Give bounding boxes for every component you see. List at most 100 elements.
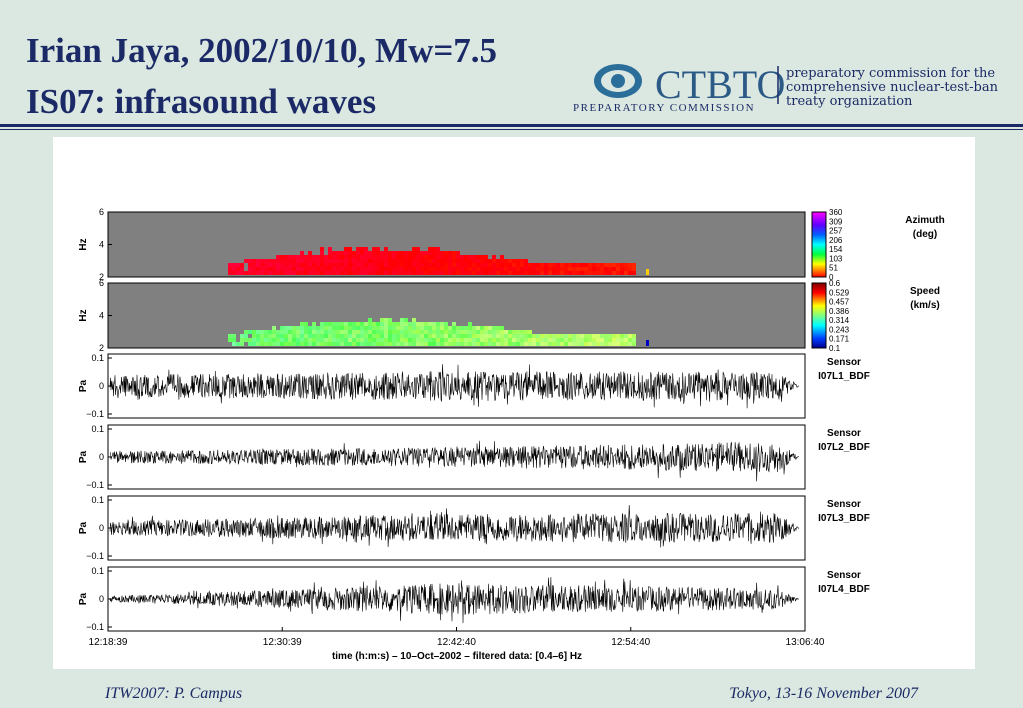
spectrogram-cell <box>336 342 340 346</box>
spectrogram-cell <box>448 263 452 267</box>
spectrogram-cell <box>492 267 496 271</box>
spectrogram-cell <box>476 338 480 342</box>
spectrogram-cell <box>596 338 600 342</box>
spectrogram-cell <box>512 338 516 342</box>
spectrogram-cell <box>412 330 416 334</box>
spectrogram-cell <box>400 338 404 342</box>
spectrogram-cell <box>352 267 356 271</box>
spectrogram-cell <box>508 338 512 342</box>
spectrogram-cell <box>444 326 448 330</box>
spectrogram-cell <box>532 267 536 271</box>
spectrogram-cell <box>348 247 352 251</box>
spectrogram-cell <box>376 247 380 251</box>
spectrogram-cell <box>316 259 320 263</box>
spectrogram-cell <box>596 271 600 275</box>
spectrogram-cell <box>646 269 649 275</box>
spectrogram-cell <box>484 271 488 275</box>
spectrogram-cell <box>272 330 276 334</box>
spectrogram-cell <box>456 330 460 334</box>
spectrogram-cell <box>388 342 392 346</box>
spectrogram-cell <box>344 247 348 251</box>
spectrogram-cell <box>300 255 304 259</box>
spectrogram-cell <box>336 251 340 255</box>
spectrogram-cell <box>428 267 432 271</box>
spectrogram-cell <box>276 259 280 263</box>
spectrogram-cell <box>260 263 264 267</box>
colorbar-title: (deg) <box>913 229 937 240</box>
spectrogram-cell <box>484 342 488 346</box>
spectrogram-cell <box>296 267 300 271</box>
spectrogram-cell <box>480 255 484 259</box>
spectrogram-cell <box>608 338 612 342</box>
spectrogram-cell <box>396 255 400 259</box>
spectrogram-cell <box>348 330 352 334</box>
spectrogram-cell <box>524 338 528 342</box>
spectrogram-cell <box>608 267 612 271</box>
spectrogram-cell <box>588 267 592 271</box>
spectrogram-cell <box>600 334 604 338</box>
spectrogram-cell <box>300 267 304 271</box>
spectrogram-cell <box>336 271 340 275</box>
spectrogram-cell <box>292 259 296 263</box>
spectrogram-cell <box>564 334 568 338</box>
spectrogram-cell <box>360 247 364 251</box>
spectrogram-cell <box>268 338 272 342</box>
spectrogram-cell <box>508 271 512 275</box>
spectrogram-cell <box>256 342 260 346</box>
spectrogram-cell <box>452 267 456 271</box>
spectrogram-cell <box>384 271 388 275</box>
spectrogram-cell <box>456 271 460 275</box>
spectrogram-cell <box>296 338 300 342</box>
spectrogram-cell <box>288 255 292 259</box>
spectrogram-cell <box>516 267 520 271</box>
spectrogram-cell <box>292 326 296 330</box>
x-tick-label: 13:06:40 <box>786 637 825 648</box>
spectrogram-cell <box>632 271 636 275</box>
spectrogram-cell <box>380 259 384 263</box>
spectrogram-cell <box>364 330 368 334</box>
spectrogram-cell <box>236 263 240 267</box>
spectrogram-cell <box>288 326 292 330</box>
spectrogram-cell <box>316 330 320 334</box>
spectrogram-cell <box>384 322 388 326</box>
spectrogram-cell <box>620 271 624 275</box>
spectrogram-cell <box>460 271 464 275</box>
spectrogram-cell <box>536 267 540 271</box>
spectrogram-cell <box>404 318 408 322</box>
spectrogram-cell <box>328 267 332 271</box>
spectrogram-cell <box>464 271 468 275</box>
spectrogram-cell <box>620 342 624 346</box>
spectrogram-cell <box>304 330 308 334</box>
spectrogram-cell <box>336 255 340 259</box>
y-tick-label: 2 <box>99 343 104 353</box>
spectrogram-cell <box>332 267 336 271</box>
spectrogram-cell <box>464 263 468 267</box>
spectrogram-cell <box>624 271 628 275</box>
spectrogram-cell <box>348 271 352 275</box>
spectrogram-cell <box>616 263 620 267</box>
spectrogram-cell <box>240 334 244 338</box>
spectrogram-cell <box>360 259 364 263</box>
spectrogram-cell <box>280 326 284 330</box>
spectrogram-cell <box>528 263 532 267</box>
spectrogram-cell <box>456 267 460 271</box>
spectrogram-cell <box>332 342 336 346</box>
spectrogram-cell <box>488 326 492 330</box>
spectrogram-cell <box>592 271 596 275</box>
y-axis-label: Pa <box>78 450 89 463</box>
spectrogram-cell <box>380 338 384 342</box>
title-line: IS07: infrasound waves <box>26 82 376 121</box>
spectrogram-cell <box>484 326 488 330</box>
spectrogram-cell <box>344 334 348 338</box>
spectrogram-cell <box>340 334 344 338</box>
spectrogram-cell <box>456 263 460 267</box>
logo-name: CTBTO <box>655 62 785 107</box>
spectrogram-cell <box>304 334 308 338</box>
spectrogram-cell <box>532 263 536 267</box>
spectrogram-cell <box>468 338 472 342</box>
spectrogram-cell <box>416 247 420 251</box>
spectrogram-cell <box>328 326 332 330</box>
spectrogram-cell <box>404 334 408 338</box>
spectrogram-cell <box>492 263 496 267</box>
